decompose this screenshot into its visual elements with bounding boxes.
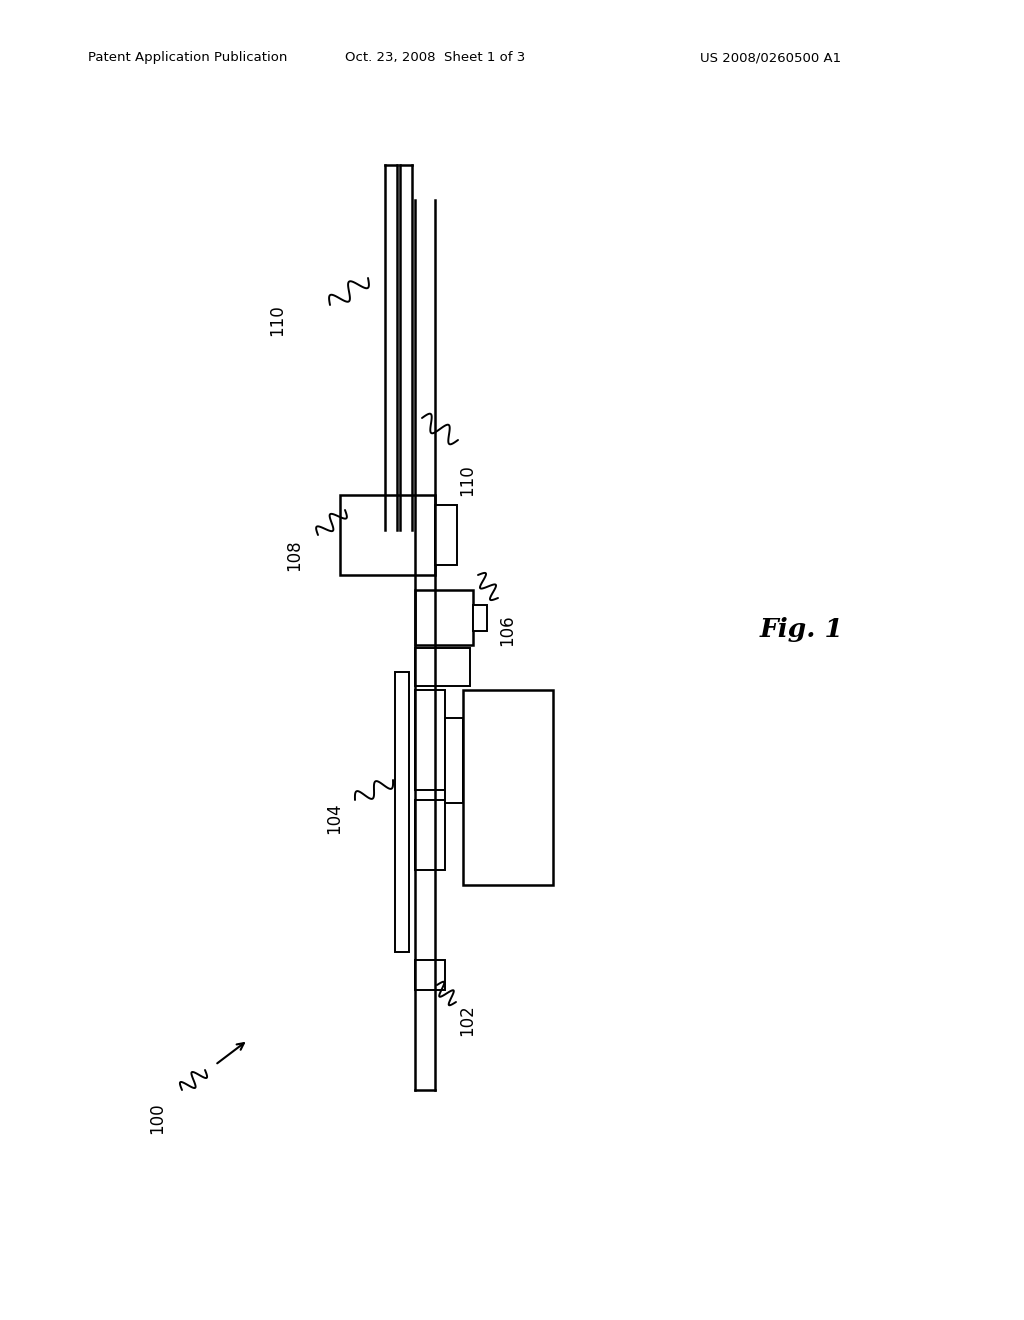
Bar: [340, 495, 435, 576]
Bar: [415, 800, 445, 870]
Bar: [463, 690, 553, 884]
Bar: [445, 718, 463, 803]
Text: 110: 110: [458, 465, 476, 496]
Text: Oct. 23, 2008  Sheet 1 of 3: Oct. 23, 2008 Sheet 1 of 3: [345, 51, 525, 65]
Text: 110: 110: [268, 304, 286, 335]
Bar: [435, 506, 457, 565]
Text: US 2008/0260500 A1: US 2008/0260500 A1: [700, 51, 841, 65]
Text: 102: 102: [458, 1005, 476, 1036]
Bar: [415, 960, 445, 990]
Text: 104: 104: [325, 803, 343, 834]
Bar: [415, 648, 470, 686]
Text: Patent Application Publication: Patent Application Publication: [88, 51, 288, 65]
Bar: [415, 590, 473, 645]
Text: 100: 100: [148, 1102, 166, 1134]
Text: 106: 106: [498, 614, 516, 645]
Bar: [415, 690, 445, 789]
Bar: [395, 672, 409, 952]
Text: 108: 108: [285, 539, 303, 570]
Text: Fig. 1: Fig. 1: [760, 618, 844, 643]
Bar: [473, 605, 487, 631]
